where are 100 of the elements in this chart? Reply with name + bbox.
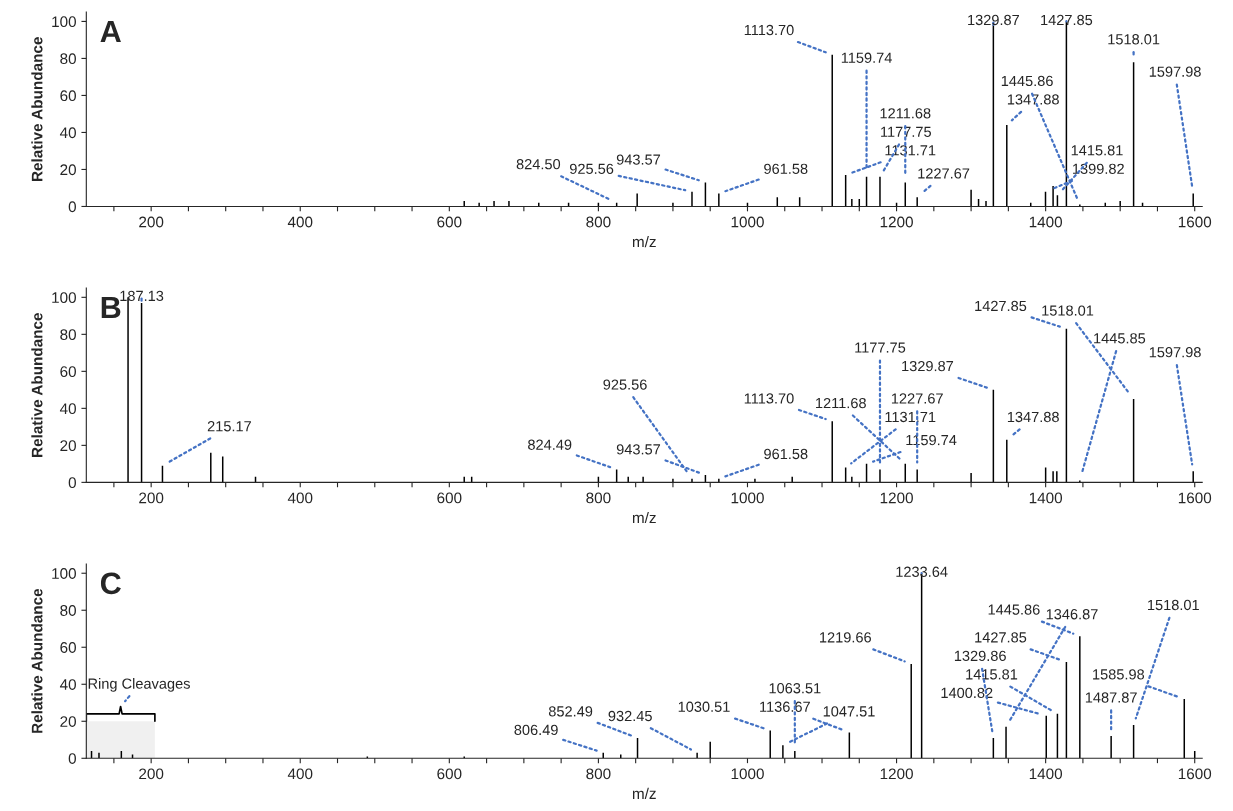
y-tick-label: 40: [59, 127, 76, 139]
x-tick-label: 1200: [880, 216, 913, 228]
y-tick-label: 80: [60, 53, 76, 65]
annotation: 932.45: [608, 710, 652, 722]
annotation: 961.58: [764, 448, 808, 460]
x-tick-label: 1600: [1178, 216, 1212, 228]
y-tick-label: 80: [60, 329, 76, 341]
annotation: 1415.81: [966, 669, 1018, 680]
annotation: 1131.71: [885, 411, 936, 423]
x-axis-title: m/z: [632, 235, 656, 248]
y-tick-label: 0: [68, 201, 76, 213]
x-axis-title: m/z: [632, 787, 656, 800]
annotation: 1219.66: [820, 632, 871, 643]
annotation: 1445.85: [1094, 333, 1146, 344]
annotation: 1113.70: [744, 393, 794, 404]
annotation: 943.57: [616, 444, 661, 455]
annotation: 1159.74: [906, 434, 957, 446]
annotation: 1177.75: [855, 342, 906, 353]
annotation: 1136.67: [760, 701, 810, 712]
annotation: 824.50: [516, 159, 561, 170]
x-tick-label: 200: [139, 768, 164, 780]
x-tick-label: 200: [139, 216, 164, 228]
annotation: 1400.82: [941, 687, 993, 699]
x-tick-label: 800: [586, 216, 611, 228]
x-tick-label: 600: [437, 492, 462, 504]
x-tick-label: 800: [586, 768, 611, 780]
y-tick-label: 0: [68, 753, 76, 764]
chart-title: C: [100, 572, 121, 595]
annotation: 1487.87: [1085, 692, 1137, 703]
x-tick-label: 1400: [1029, 492, 1063, 504]
y-tick-label: 20: [60, 716, 76, 727]
x-tick-label: 1000: [731, 768, 764, 780]
annotation: 852.49: [548, 706, 593, 717]
annotation: 1445.86: [1001, 75, 1053, 87]
y-tick-label: 40: [59, 679, 76, 690]
annotation: 1347.88: [1007, 94, 1059, 105]
annotation: 1113.70: [744, 24, 794, 36]
annotation: 1329.87: [968, 14, 1019, 26]
annotation: 1063.51: [769, 683, 821, 694]
annotation: 1329.86: [954, 650, 1006, 662]
x-tick-label: 1600: [1178, 492, 1212, 504]
annotation: 824.49: [528, 439, 572, 450]
x-tick-label: 1200: [880, 768, 913, 780]
annotation: 1518.01: [1148, 599, 1199, 611]
y-tick-label: 40: [59, 403, 76, 415]
annotation: 1211.68: [880, 108, 931, 119]
annotation: 1346.87: [1046, 609, 1098, 620]
x-tick-label: 1000: [731, 492, 764, 504]
x-tick-label: 400: [287, 768, 313, 780]
annotation: 1347.88: [1007, 411, 1059, 423]
x-tick-label: 800: [586, 492, 611, 504]
annotation: 806.49: [514, 724, 558, 736]
x-tick-label: 1000: [731, 216, 764, 228]
annotation: 1177.75: [881, 126, 931, 137]
annotation: 1415.81: [1071, 145, 1123, 156]
annotation: 925.56: [603, 379, 647, 390]
y-tick-label: 60: [60, 90, 76, 102]
annotation: 1227.67: [918, 168, 970, 179]
y-tick-label: 20: [60, 440, 76, 452]
y-tick-label: 0: [68, 477, 76, 489]
y-tick-label: 100: [52, 568, 76, 579]
annotation: 1047.51: [823, 706, 875, 717]
y-tick-label: 60: [60, 366, 76, 378]
annotation: 1427.85: [975, 632, 1027, 643]
band-label: Ring Cleavages: [88, 678, 190, 692]
y-tick-label: 100: [52, 292, 76, 304]
annotation: 1030.51: [678, 701, 730, 712]
annotation: 1597.98: [1149, 347, 1201, 358]
annotation: 925.56: [569, 163, 614, 174]
x-tick-label: 200: [139, 492, 164, 504]
y-tick-label: 60: [60, 642, 76, 653]
annotation: 215.17: [207, 421, 251, 432]
x-tick-label: 600: [437, 216, 462, 228]
x-tick-label: 1600: [1178, 768, 1212, 780]
annotation: 1518.01: [1108, 34, 1160, 45]
y-axis-title: Relative Abundance: [31, 588, 43, 733]
annotation: 1585.98: [1093, 669, 1145, 680]
annotation: 1211.68: [816, 397, 866, 409]
annotation: 961.58: [764, 163, 808, 174]
chart-title: B: [101, 296, 121, 318]
annotation: 1233.64: [896, 566, 948, 577]
x-tick-label: 1200: [880, 492, 913, 504]
y-tick-label: 20: [60, 164, 76, 176]
y-axis-title: Relative Abundance: [31, 37, 43, 182]
annotation: 1159.74: [841, 52, 892, 63]
annotation: 1427.85: [1041, 14, 1093, 26]
annotation: 943.57: [616, 154, 661, 165]
x-tick-label: 1400: [1029, 768, 1063, 780]
annotation: 187.13: [120, 290, 164, 302]
y-tick-label: 100: [52, 16, 76, 28]
annotation: 1227.67: [891, 393, 943, 404]
annotation: 1329.87: [902, 360, 954, 372]
y-axis-title: Relative Abundance: [31, 313, 43, 457]
x-tick-label: 1400: [1029, 216, 1063, 228]
y-tick-label: 80: [60, 605, 76, 616]
x-tick-label: 600: [437, 768, 462, 780]
x-tick-label: 400: [287, 216, 313, 228]
annotation: 1518.01: [1042, 305, 1094, 316]
x-axis-title: m/z: [632, 511, 656, 524]
annotation: 1445.86: [988, 604, 1040, 615]
